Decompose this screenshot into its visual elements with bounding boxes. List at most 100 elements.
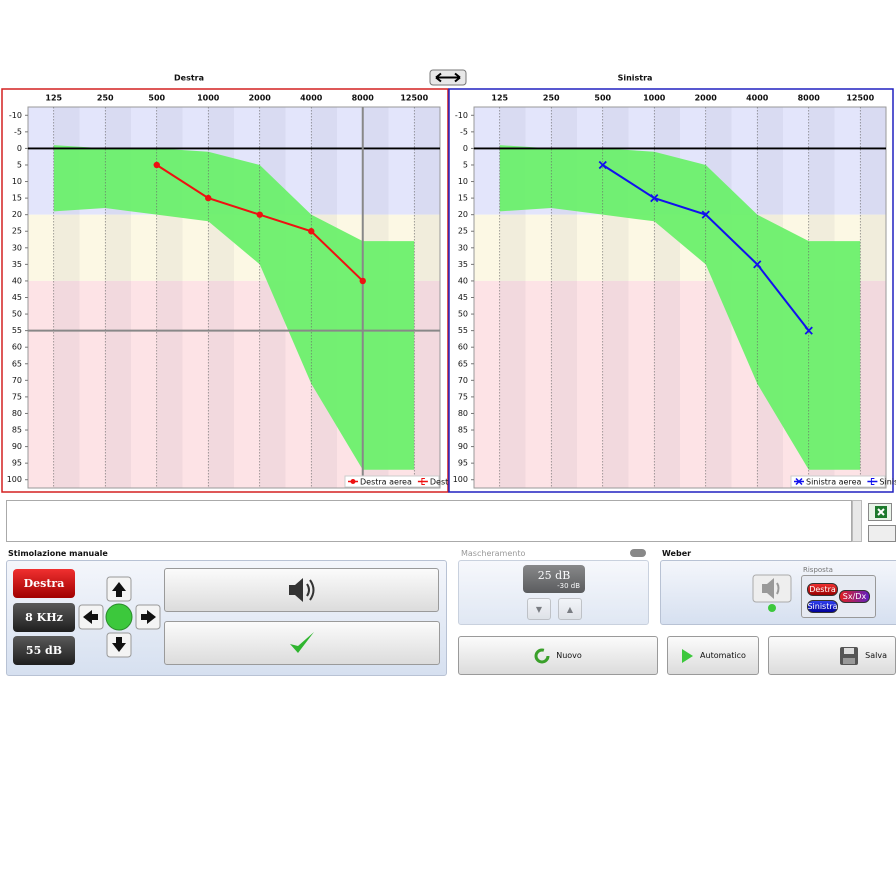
excel-button[interactable] (868, 503, 892, 521)
legend-box (790, 475, 886, 488)
y-tick-label: 90 (12, 442, 22, 451)
auto-label: Automatico (700, 651, 746, 660)
y-tick-label: 0 (463, 144, 468, 153)
check-icon (290, 632, 314, 653)
auto-button[interactable]: Automatico (667, 636, 759, 675)
y-tick-label: 55 (458, 326, 468, 335)
print-button[interactable] (868, 525, 896, 542)
y-tick-label: 30 (12, 243, 22, 252)
x-tick-label: 2000 (695, 94, 718, 103)
y-tick-label: 35 (12, 260, 22, 269)
notes-box[interactable] (6, 500, 852, 542)
x-tick-label: 1000 (643, 94, 666, 103)
legend-label: Sinistra aerea (806, 478, 861, 487)
masking-level-text: 25 dB (537, 568, 571, 582)
play-button[interactable] (105, 603, 133, 631)
normal-range (53, 145, 415, 470)
chart-title: Destra (174, 74, 204, 83)
legend-label: Sinistra ossea (879, 478, 896, 487)
new-button[interactable]: Nuovo (458, 636, 658, 675)
weber-speaker[interactable] (752, 574, 794, 614)
y-tick-label: 0 (17, 144, 22, 153)
y-tick-label: 5 (17, 160, 22, 169)
y-tick-label: 25 (12, 227, 22, 236)
data-point (701, 210, 710, 219)
data-point (308, 228, 315, 235)
masking-down[interactable]: ▼ (527, 598, 551, 620)
x-tick-label: 250 (543, 94, 560, 103)
y-tick-label: -5 (460, 127, 468, 136)
column-stripe (860, 107, 886, 488)
x-tick-label: 8000 (352, 94, 375, 103)
x-tick-label: 4000 (746, 94, 769, 103)
x-tick-label: 125 (45, 94, 62, 103)
x-tick-label: 8000 (798, 94, 821, 103)
data-point (256, 211, 263, 218)
y-tick-label: 95 (12, 459, 22, 468)
y-tick-label: 65 (458, 359, 468, 368)
y-tick-label: 70 (458, 376, 468, 385)
level-button[interactable]: 55 dB (13, 636, 75, 665)
play-icon (682, 648, 694, 663)
x-tick-label: 12500 (846, 94, 874, 103)
left-icon (83, 610, 98, 624)
y-tick-label: 5 (463, 160, 468, 169)
refresh-icon (534, 648, 550, 663)
response-left[interactable]: Sinistra (807, 600, 838, 613)
y-tick-label: 40 (458, 276, 468, 285)
masking-toggle[interactable] (630, 549, 646, 557)
ear-button[interactable]: Destra (13, 569, 75, 598)
up-icon (112, 582, 126, 597)
weber-title: Weber (662, 549, 692, 558)
y-tick-label: 40 (12, 276, 22, 285)
right-icon (141, 610, 156, 624)
save-button[interactable]: Salva (768, 636, 896, 675)
y-tick-label: 25 (458, 227, 468, 236)
normal-range (499, 145, 861, 470)
y-tick-label: 20 (458, 210, 468, 219)
y-tick-label: 50 (12, 310, 22, 319)
y-tick-label: 95 (458, 459, 468, 468)
speaker-icon (288, 578, 314, 602)
x-tick-label: 2000 (249, 94, 272, 103)
y-tick-label: 50 (458, 310, 468, 319)
data-point (153, 161, 160, 169)
data-point (804, 326, 813, 335)
response-both[interactable]: Sx/Dx (839, 590, 870, 603)
x-tick-label: 500 (148, 94, 165, 103)
data-point (205, 194, 212, 202)
legend-entry: Sinistra ossea (867, 478, 896, 487)
save-icon (840, 646, 859, 665)
masking-title: Mascheramento (461, 549, 526, 558)
chart-title: Sinistra (618, 74, 653, 83)
confirm-button[interactable] (164, 621, 440, 665)
legend-box (344, 475, 440, 488)
y-tick-label: 70 (12, 376, 22, 385)
y-tick-label: 45 (12, 293, 22, 302)
y-tick-label: 10 (458, 177, 468, 186)
y-tick-label: 90 (458, 442, 468, 451)
x-tick-label: 500 (594, 94, 611, 103)
y-tick-label: 100 (7, 475, 22, 484)
x-tick-label: 12500 (400, 94, 428, 103)
swap-icon (435, 72, 461, 83)
response-right[interactable]: Destra (807, 583, 838, 596)
y-tick-label: -10 (9, 111, 22, 120)
y-tick-label: 60 (458, 343, 468, 352)
excel-icon (875, 506, 887, 518)
y-tick-label: 60 (12, 343, 22, 352)
scrollbar[interactable] (852, 500, 862, 542)
legend-entry: Destra aerea (348, 478, 412, 487)
y-tick-label: 75 (12, 392, 22, 401)
masking-level[interactable]: 25 dB -30 dB (523, 565, 585, 593)
data-point (359, 277, 366, 285)
play-tone-button[interactable] (164, 568, 439, 612)
y-tick-label: 20 (12, 210, 22, 219)
frequency-button[interactable]: 8 KHz (13, 603, 75, 632)
x-tick-label: 1000 (197, 94, 220, 103)
x-tick-label: 125 (491, 94, 508, 103)
x-tick-label: 250 (97, 94, 114, 103)
masking-up[interactable]: ▲ (558, 598, 582, 620)
y-tick-label: 80 (458, 409, 468, 418)
